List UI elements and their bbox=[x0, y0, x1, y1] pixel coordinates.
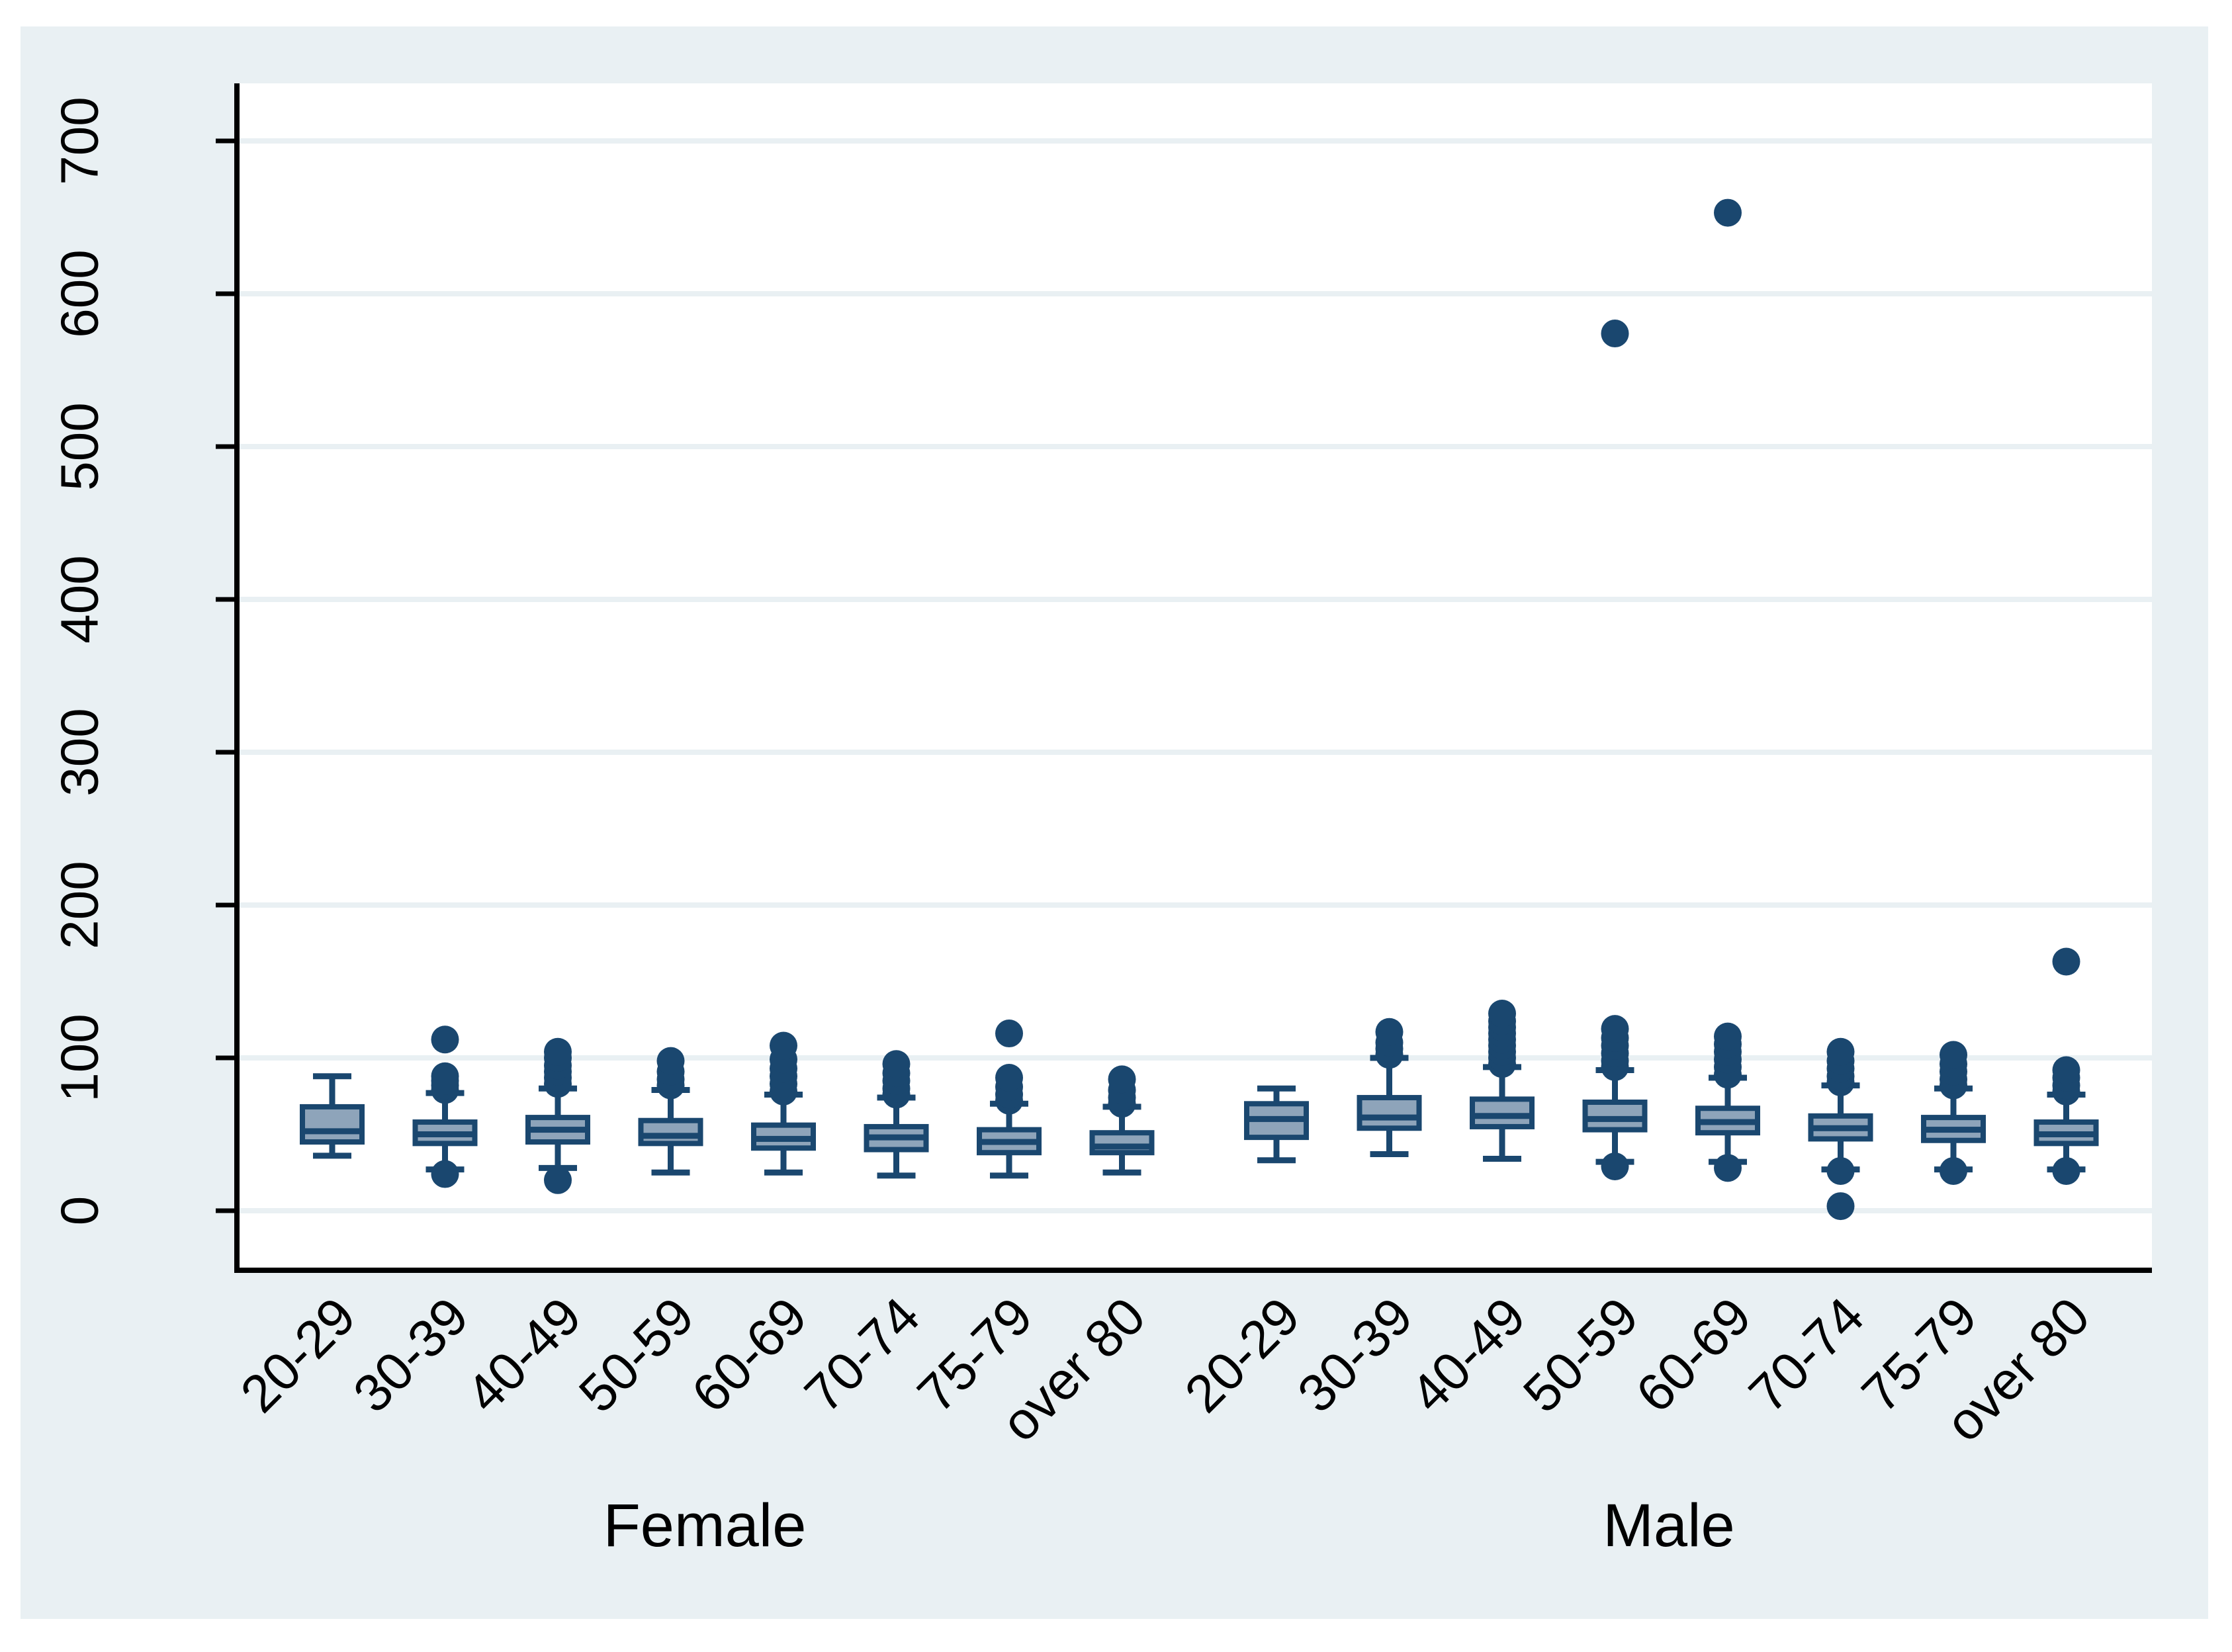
box-group bbox=[1695, 198, 1760, 1182]
y-tick-label: 0 bbox=[50, 1196, 109, 1226]
median-line bbox=[1249, 1115, 1304, 1122]
median-line bbox=[305, 1128, 359, 1135]
y-tick-label: 400 bbox=[50, 555, 109, 643]
outlier-dot bbox=[1826, 1156, 1855, 1185]
iqr-box bbox=[638, 1117, 703, 1147]
box-group bbox=[1582, 320, 1648, 1181]
box-group bbox=[977, 1020, 1042, 1179]
outlier-dot bbox=[1940, 1156, 1967, 1185]
outlier-dot bbox=[1601, 320, 1629, 348]
outlier-dot bbox=[995, 1064, 1023, 1092]
median-line bbox=[418, 1131, 472, 1137]
outlier-dot bbox=[2052, 1156, 2080, 1185]
box-group bbox=[751, 1031, 816, 1176]
outlier-dot bbox=[1940, 1041, 1967, 1069]
median-line bbox=[2039, 1131, 2094, 1137]
y-tick-label: 700 bbox=[50, 97, 109, 185]
median-line bbox=[1587, 1115, 1642, 1122]
median-line bbox=[982, 1139, 1036, 1145]
y-tick-label: 100 bbox=[50, 1014, 109, 1102]
iqr-box bbox=[1357, 1095, 1422, 1131]
group-label: Male bbox=[1603, 1492, 1734, 1559]
box-group bbox=[1244, 1085, 1309, 1164]
outlier-dot bbox=[1714, 198, 1742, 227]
box-group bbox=[412, 1025, 478, 1188]
plot-area bbox=[237, 83, 2152, 1270]
median-line bbox=[531, 1127, 585, 1133]
box-group bbox=[1089, 1065, 1155, 1176]
box-group bbox=[1921, 1041, 1986, 1185]
outlier-dot bbox=[770, 1031, 797, 1060]
outlier-dot bbox=[1601, 1015, 1629, 1043]
box-group bbox=[638, 1047, 703, 1176]
median-line bbox=[756, 1135, 811, 1142]
box-group bbox=[1470, 1000, 1535, 1162]
iqr-box bbox=[1582, 1099, 1648, 1133]
median-line bbox=[1813, 1125, 1868, 1131]
outlier-dot bbox=[544, 1037, 572, 1066]
outlier-dot bbox=[1108, 1065, 1136, 1094]
outlier-dot bbox=[1488, 1000, 1516, 1028]
iqr-box bbox=[300, 1104, 365, 1145]
outlier-dot bbox=[431, 1025, 459, 1054]
box-group bbox=[1357, 1018, 1422, 1158]
y-tick-label: 600 bbox=[50, 249, 109, 337]
outlier-dot bbox=[882, 1050, 911, 1078]
median-line bbox=[1362, 1114, 1417, 1121]
box-group bbox=[864, 1050, 929, 1179]
median-line bbox=[1094, 1143, 1149, 1150]
y-tick-label: 300 bbox=[50, 708, 109, 796]
outlier-dot bbox=[431, 1160, 459, 1188]
outlier-dot bbox=[1601, 1152, 1629, 1181]
y-tick-label: 500 bbox=[50, 402, 109, 490]
outlier-dot bbox=[1826, 1192, 1855, 1221]
iqr-box bbox=[1089, 1130, 1155, 1156]
box-group bbox=[1808, 1037, 1873, 1221]
outlier-dot bbox=[544, 1166, 572, 1194]
median-line bbox=[1701, 1119, 1755, 1125]
outlier-dot bbox=[1826, 1037, 1855, 1066]
outlier-dot bbox=[1375, 1018, 1404, 1046]
median-line bbox=[1926, 1127, 1981, 1133]
outlier-dot bbox=[1714, 1154, 1742, 1182]
median-line bbox=[869, 1134, 924, 1141]
y-tick-label: 200 bbox=[50, 861, 109, 949]
median-line bbox=[1475, 1113, 1529, 1119]
box-group bbox=[525, 1037, 590, 1194]
outlier-dot bbox=[2052, 947, 2080, 976]
median-line bbox=[643, 1133, 698, 1139]
box-group bbox=[300, 1073, 365, 1159]
box-group bbox=[2033, 947, 2099, 1185]
outlier-dot bbox=[431, 1062, 459, 1090]
outlier-dot bbox=[2052, 1056, 2080, 1084]
iqr-box bbox=[1470, 1096, 1535, 1129]
outlier-dot bbox=[656, 1047, 685, 1075]
outlier-dot bbox=[1714, 1022, 1742, 1051]
outlier-dot bbox=[995, 1020, 1023, 1048]
group-label: Female bbox=[603, 1492, 807, 1559]
